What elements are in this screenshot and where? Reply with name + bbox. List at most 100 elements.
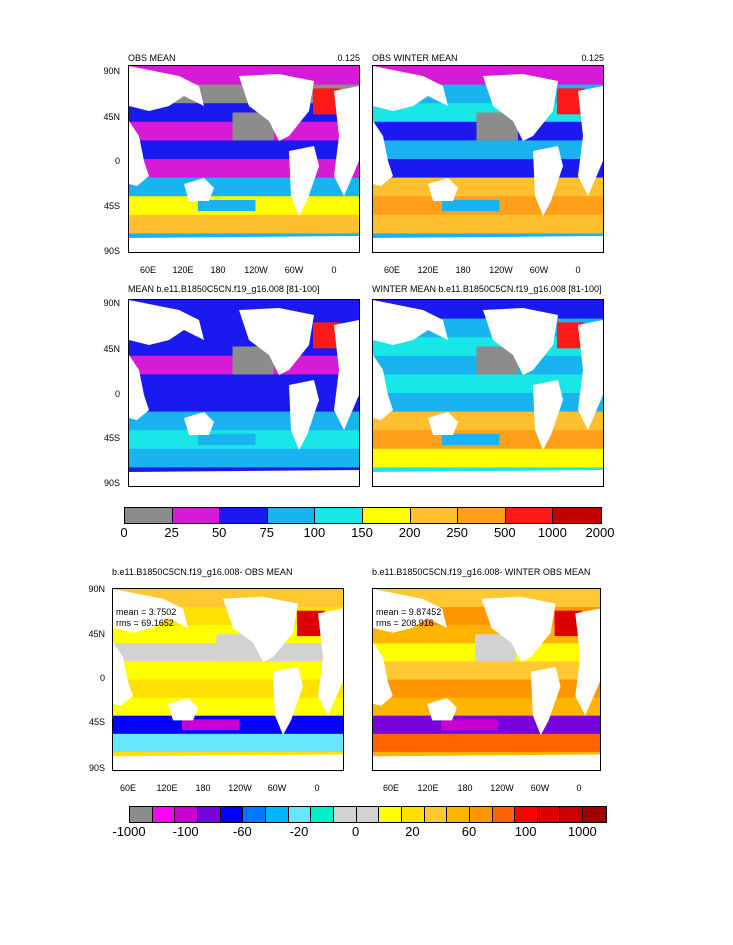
map-field-band xyxy=(129,374,359,394)
colorbar-swatch xyxy=(265,807,289,822)
land-mask xyxy=(113,642,133,706)
map-obs-winter-mean xyxy=(372,65,604,253)
land-mask xyxy=(334,320,359,430)
land-mask xyxy=(289,380,319,450)
lat-label: 90S xyxy=(88,763,105,773)
colorbar-label: 200 xyxy=(398,525,421,540)
colorbar-swatch xyxy=(447,807,470,822)
colorbar-swatch xyxy=(515,807,538,822)
land-mask xyxy=(428,412,458,435)
colorbar-swatch xyxy=(288,807,312,822)
land-mask xyxy=(373,470,603,486)
colorbar-swatch xyxy=(401,807,425,822)
colorbar-label: 20 xyxy=(405,824,420,839)
colorbar-swatch xyxy=(469,807,493,822)
map-field-band xyxy=(129,411,359,432)
land-mask xyxy=(184,412,214,435)
map-field-band xyxy=(129,140,359,160)
map-field-band xyxy=(373,177,603,198)
lon-label: 60W xyxy=(284,265,304,275)
lat-label: 45N xyxy=(88,629,105,639)
colorbar-swatch xyxy=(356,807,380,822)
colorbar-diff xyxy=(129,806,607,823)
colorbar-swatch xyxy=(424,807,448,822)
land-mask xyxy=(168,697,198,721)
land-mask xyxy=(373,300,448,345)
land-mask xyxy=(184,178,214,201)
lon-label: 60W xyxy=(530,783,550,793)
colorbar-swatch xyxy=(458,508,506,523)
mean-stat: mean = 9.87452 xyxy=(376,607,442,617)
map-field-band xyxy=(373,140,603,160)
colorbar-swatch xyxy=(175,807,198,822)
colorbar-label: 1000 xyxy=(537,525,567,540)
map-diff-mean xyxy=(112,588,344,771)
map-model-winter-mean xyxy=(372,299,604,487)
map-model-mean xyxy=(128,299,360,487)
colorbar-swatch xyxy=(315,508,363,523)
land-mask xyxy=(481,596,556,662)
map-field-band xyxy=(373,159,603,179)
land-mask xyxy=(373,66,448,111)
panel-title: OBS WINTER MEAN xyxy=(372,53,458,63)
map-field-band xyxy=(129,159,359,179)
lon-label: 60E xyxy=(139,265,156,275)
land-mask xyxy=(530,666,561,735)
land-mask xyxy=(428,178,458,201)
colorbar-swatch xyxy=(220,508,268,523)
lon-label: 0 xyxy=(576,783,582,793)
map-field-band xyxy=(373,697,600,717)
land-mask xyxy=(334,86,359,196)
panel-title: b.e11.B1850C5CN.f19_g16.008- OBS MEAN xyxy=(112,567,293,577)
lon-label: 180 xyxy=(210,265,226,275)
colorbar-swatch xyxy=(152,807,176,822)
land-mask xyxy=(129,300,204,345)
land-mask xyxy=(129,355,149,420)
rms-stat: rms = 69.1652 xyxy=(116,618,174,628)
land-mask xyxy=(129,66,204,111)
land-mask xyxy=(239,74,314,141)
map-field-band xyxy=(113,733,343,753)
colorbar-swatch xyxy=(311,807,334,822)
colorbar-label: 1000 xyxy=(567,824,597,839)
colorbar-swatch xyxy=(333,807,357,822)
land-mask xyxy=(483,308,558,375)
map-field-band xyxy=(113,697,343,717)
land-mask xyxy=(373,355,393,420)
panel-title: OBS MEAN xyxy=(128,53,176,63)
map-field-band xyxy=(113,661,343,681)
colorbar-swatch xyxy=(172,508,221,523)
land-mask xyxy=(113,754,343,770)
colorbar-swatch xyxy=(560,807,584,822)
panel-value: 0.125 xyxy=(581,53,604,63)
colorbar-swatch xyxy=(243,807,266,822)
colorbar-swatch xyxy=(492,807,516,822)
colorbar-label: 250 xyxy=(446,525,469,540)
lon-label: 120W xyxy=(228,783,252,793)
lat-label: 90S xyxy=(103,478,120,488)
panel-title: MEAN b.e11.B1850C5CN.f19_g16.008 [81-100… xyxy=(128,284,320,294)
colorbar-swatch xyxy=(505,508,554,523)
map-field-patch xyxy=(442,433,500,446)
land-mask xyxy=(533,380,563,450)
colorbar-label: 100 xyxy=(303,525,326,540)
colorbar-label: 25 xyxy=(164,525,179,540)
lat-label: 90N xyxy=(103,298,120,308)
land-mask xyxy=(575,608,600,716)
colorbar-swatch xyxy=(553,508,601,523)
land-mask xyxy=(129,470,359,486)
lon-label: 180 xyxy=(455,265,471,275)
land-mask xyxy=(578,86,603,196)
land-mask xyxy=(129,236,359,252)
colorbar-label: 75 xyxy=(259,525,275,540)
lon-label: 60W xyxy=(267,783,287,793)
colorbar-swatch xyxy=(410,508,459,523)
map-field-band xyxy=(373,214,603,235)
colorbar-swatch xyxy=(583,807,606,822)
colorbar-label: -100 xyxy=(172,824,199,839)
map-field-band xyxy=(113,679,343,699)
colorbar-label: 60 xyxy=(461,824,477,839)
panel-title: b.e11.B1850C5CN.f19_g16.008- WINTER OBS … xyxy=(372,567,591,577)
map-field-band xyxy=(373,733,600,753)
lon-label: 180 xyxy=(195,783,211,793)
